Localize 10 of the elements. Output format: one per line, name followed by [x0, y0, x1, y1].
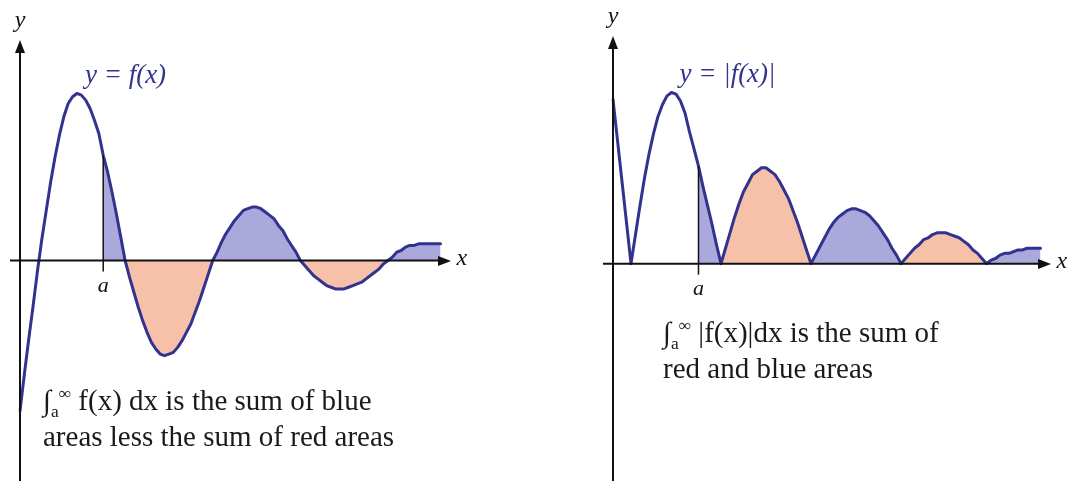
- y-axis-title: y: [12, 6, 26, 33]
- x-axis-title: x: [1055, 246, 1068, 273]
- annotation: ∫$_{a}$$^{∞}$ f(x) dx is the sum of blue areas less the sum of red areas: [43, 382, 396, 454]
- annotation: a: [693, 275, 704, 301]
- annotation: a: [97, 272, 109, 298]
- text: ∫$_{a}$$^{∞}$ |f(x)|dx is the sum of red and blue areas: [663, 314, 940, 386]
- x-axis-title: x: [455, 243, 468, 270]
- y-axis-title: y: [605, 2, 619, 29]
- series-label: y = f(x): [81, 58, 167, 89]
- series-label: y = |f(x)|: [676, 57, 776, 88]
